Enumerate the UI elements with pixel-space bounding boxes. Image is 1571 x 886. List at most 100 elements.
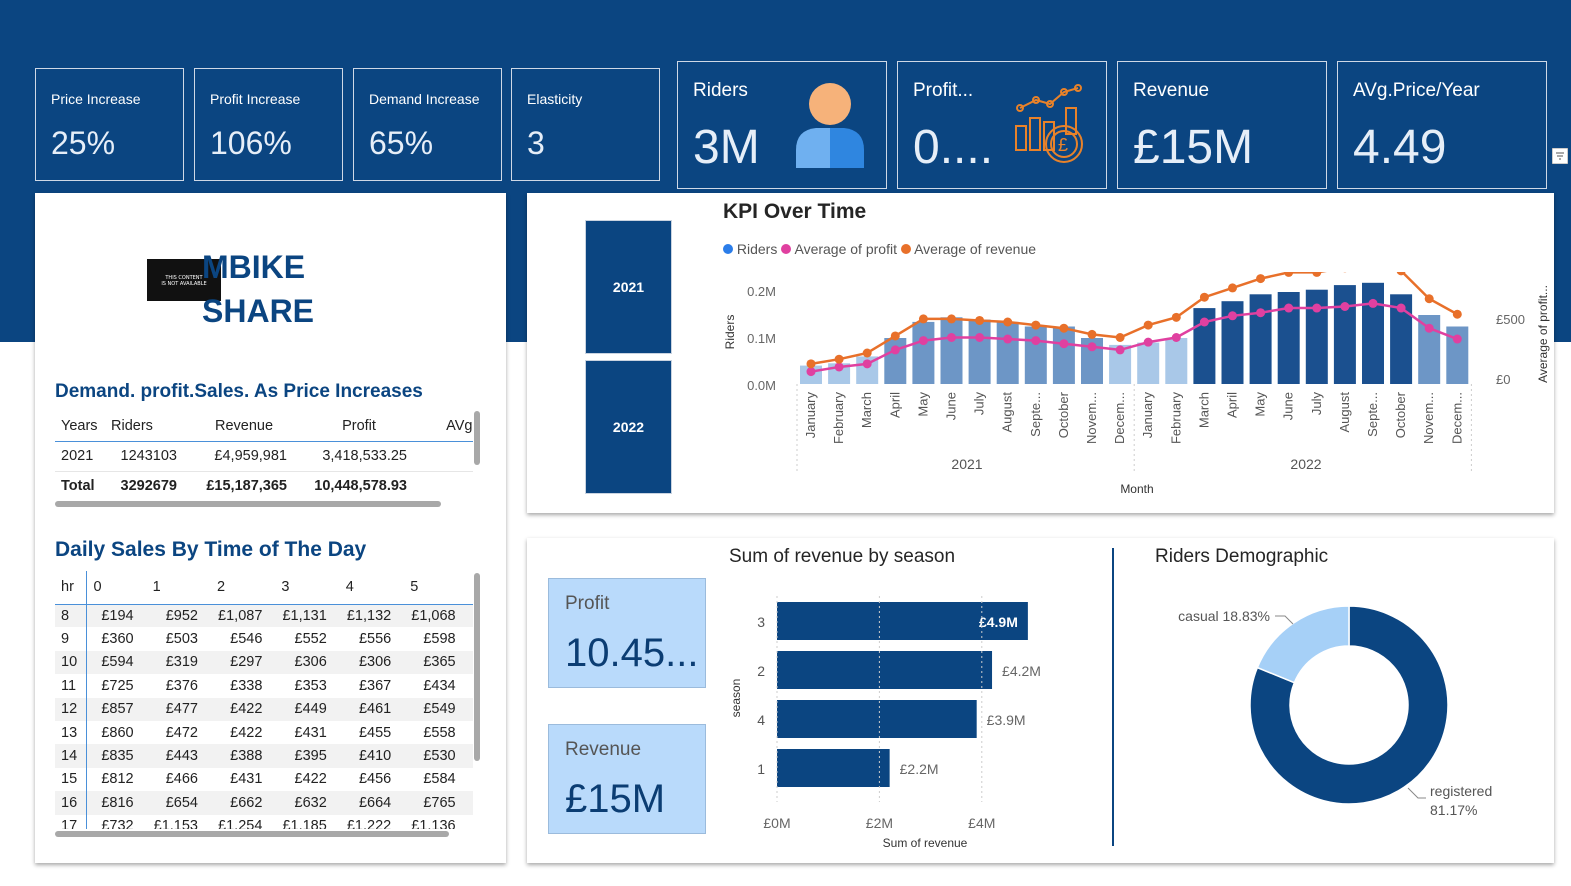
sales-cell: £530	[423, 748, 456, 765]
filter-icon[interactable]	[1552, 148, 1568, 164]
kpi-avg-price[interactable]: AVg.Price/Year 4.49	[1337, 61, 1547, 189]
col-header[interactable]: hr	[55, 571, 87, 604]
daily-hscroll[interactable]	[55, 831, 449, 837]
season-chart-title: Sum of revenue by season	[729, 546, 956, 567]
category-label: 4	[757, 712, 765, 728]
slicer-year-2021[interactable]: 2021	[585, 220, 672, 354]
profit-line	[810, 302, 1458, 373]
sales-cell: £725	[101, 677, 134, 694]
sales-cell: £4:	[456, 627, 473, 650]
month-tick-label: July	[972, 392, 987, 416]
card-revenue[interactable]: Revenue £15M	[548, 724, 706, 834]
sales-cell: £1,222	[346, 818, 392, 829]
kpi-chart-title: KPI Over Time	[723, 200, 867, 223]
profit-point	[1368, 298, 1378, 308]
riders-bar	[1333, 285, 1356, 384]
content-unavailable-logo: THIS CONTENT IS NOT AVAILABLE	[147, 259, 221, 301]
hour-cell: 10	[55, 650, 87, 675]
kpi-elasticity[interactable]: Elasticity 3	[511, 68, 660, 181]
leader-line	[1275, 615, 1294, 625]
card-profit[interactable]: Profit 10.45...	[548, 578, 706, 688]
col-header[interactable]: 5	[410, 579, 419, 596]
sales-cell: £194	[101, 607, 134, 624]
sales-cell: £360	[101, 631, 134, 648]
profit-point	[1003, 334, 1013, 344]
kpi-revenue[interactable]: Revenue £15M	[1117, 61, 1327, 189]
profit-point	[1143, 337, 1153, 347]
month-tick-label: July	[1309, 392, 1324, 416]
kpi-label: Price Increase	[51, 91, 141, 107]
daily-table: hr 0 1 2 3 4 5 6 8 £194 £952 £1,087 £1,131 £1…	[55, 571, 473, 829]
kpi-label: Elasticity	[527, 91, 583, 107]
col-header[interactable]: 2	[216, 579, 226, 596]
col-header[interactable]: 0	[93, 579, 102, 596]
year-label: 2022	[1290, 456, 1321, 472]
col-header[interactable]: 1	[152, 579, 161, 596]
col-header[interactable]: Revenue	[214, 417, 274, 434]
sales-cell: £558	[423, 724, 456, 741]
sales-cell: £477	[165, 701, 198, 718]
col-header[interactable]: Profit	[342, 417, 376, 434]
category-label: 3	[757, 614, 765, 630]
slicer-year-2022[interactable]: 2022	[585, 360, 672, 494]
kpi-value: 4.49	[1353, 121, 1447, 174]
kpi-profit[interactable]: Profit... 0.... £	[897, 61, 1107, 189]
legend-item-riders[interactable]: Riders	[723, 241, 777, 257]
sales-cell: £472	[165, 724, 198, 741]
kpi-price-increase[interactable]: Price Increase 25%	[35, 68, 184, 181]
sales-cell: £367	[358, 677, 392, 694]
profit-point	[918, 336, 928, 346]
sales-cell: £812	[101, 771, 134, 788]
col-header[interactable]: Riders	[111, 417, 153, 434]
kpi-demand-increase[interactable]: Demand Increase 65%	[353, 68, 502, 181]
y-tick-label: 0.2M	[747, 284, 776, 299]
riders-bar	[940, 317, 963, 384]
col-header[interactable]: 4	[345, 579, 354, 596]
table-row: 2021 1243103 £4,959,981 3,418,533.25 3	[55, 441, 473, 471]
sales-cell: £410	[358, 748, 392, 765]
data-label: £4.9M	[979, 614, 1018, 630]
data-label: £3.9M	[987, 712, 1026, 728]
profit-point	[1087, 342, 1097, 352]
sales-cell: £549	[423, 701, 456, 718]
table-row: 12 £857 £477 £422 £449 £461 £549£8(	[55, 697, 473, 721]
profit-point	[1312, 303, 1322, 313]
col-header[interactable]: 3	[281, 579, 290, 596]
month-tick-label: Novem...	[1421, 392, 1436, 444]
kpi-value: 3M	[693, 121, 760, 174]
kpi-label: Profit Increase	[210, 91, 301, 107]
sales-cell: £1,136	[411, 818, 456, 829]
table-row: 8 £194 £952 £1,087 £1,131 £1,132 £1,068£2(	[55, 604, 473, 628]
month-tick-label: Septe...	[1028, 392, 1043, 437]
riders-bar	[1277, 292, 1300, 384]
table-row: 15 £812 £466 £431 £422 £456 £584£8	[55, 767, 473, 792]
profit-point	[975, 333, 985, 342]
col-header[interactable]: Years	[61, 417, 98, 434]
sales-cell: £306	[358, 654, 392, 671]
col-header[interactable]: AVg. Pr	[446, 417, 473, 434]
profit-point	[1284, 303, 1294, 313]
kpi-profit-increase[interactable]: Profit Increase 106%	[194, 68, 343, 181]
revenue-by-season-chart: season 3 £4.9M 2 £4.2M 4 £3.9M 1 £2.2M £0M £2M £4MS…	[729, 596, 1041, 850]
revenue-point	[1424, 294, 1434, 304]
kpi-value: 25%	[51, 125, 116, 161]
col-header[interactable]: 6	[456, 571, 473, 604]
summary-vscroll[interactable]	[474, 411, 480, 465]
sales-cell: £598	[423, 631, 456, 648]
month-tick-label: March	[1196, 392, 1211, 428]
kpi-label: Demand Increase	[369, 91, 480, 107]
card-value: £15M	[565, 777, 666, 821]
profit-point	[1059, 339, 1069, 349]
summary-table-title: Demand. profit.Sales. As Price Increases	[55, 381, 423, 402]
legend-item-revenue[interactable]: Average of revenue	[900, 241, 1036, 257]
x-tick-label: £0M	[763, 815, 790, 831]
legend-item-profit[interactable]: Average of profit	[781, 241, 897, 257]
x-tick-label: £2M	[866, 815, 893, 831]
daily-vscroll[interactable]	[474, 573, 480, 761]
sales-cell: £431	[294, 724, 327, 741]
table-row: 14 £835 £443 £388 £395 £410 £530£8	[55, 744, 473, 768]
revenue-point	[1228, 283, 1237, 293]
kpi-riders[interactable]: Riders 3M	[677, 61, 887, 189]
table-row: 13 £860 £472 £422 £431 £455 £558£8!	[55, 720, 473, 745]
summary-hscroll[interactable]	[55, 501, 441, 507]
